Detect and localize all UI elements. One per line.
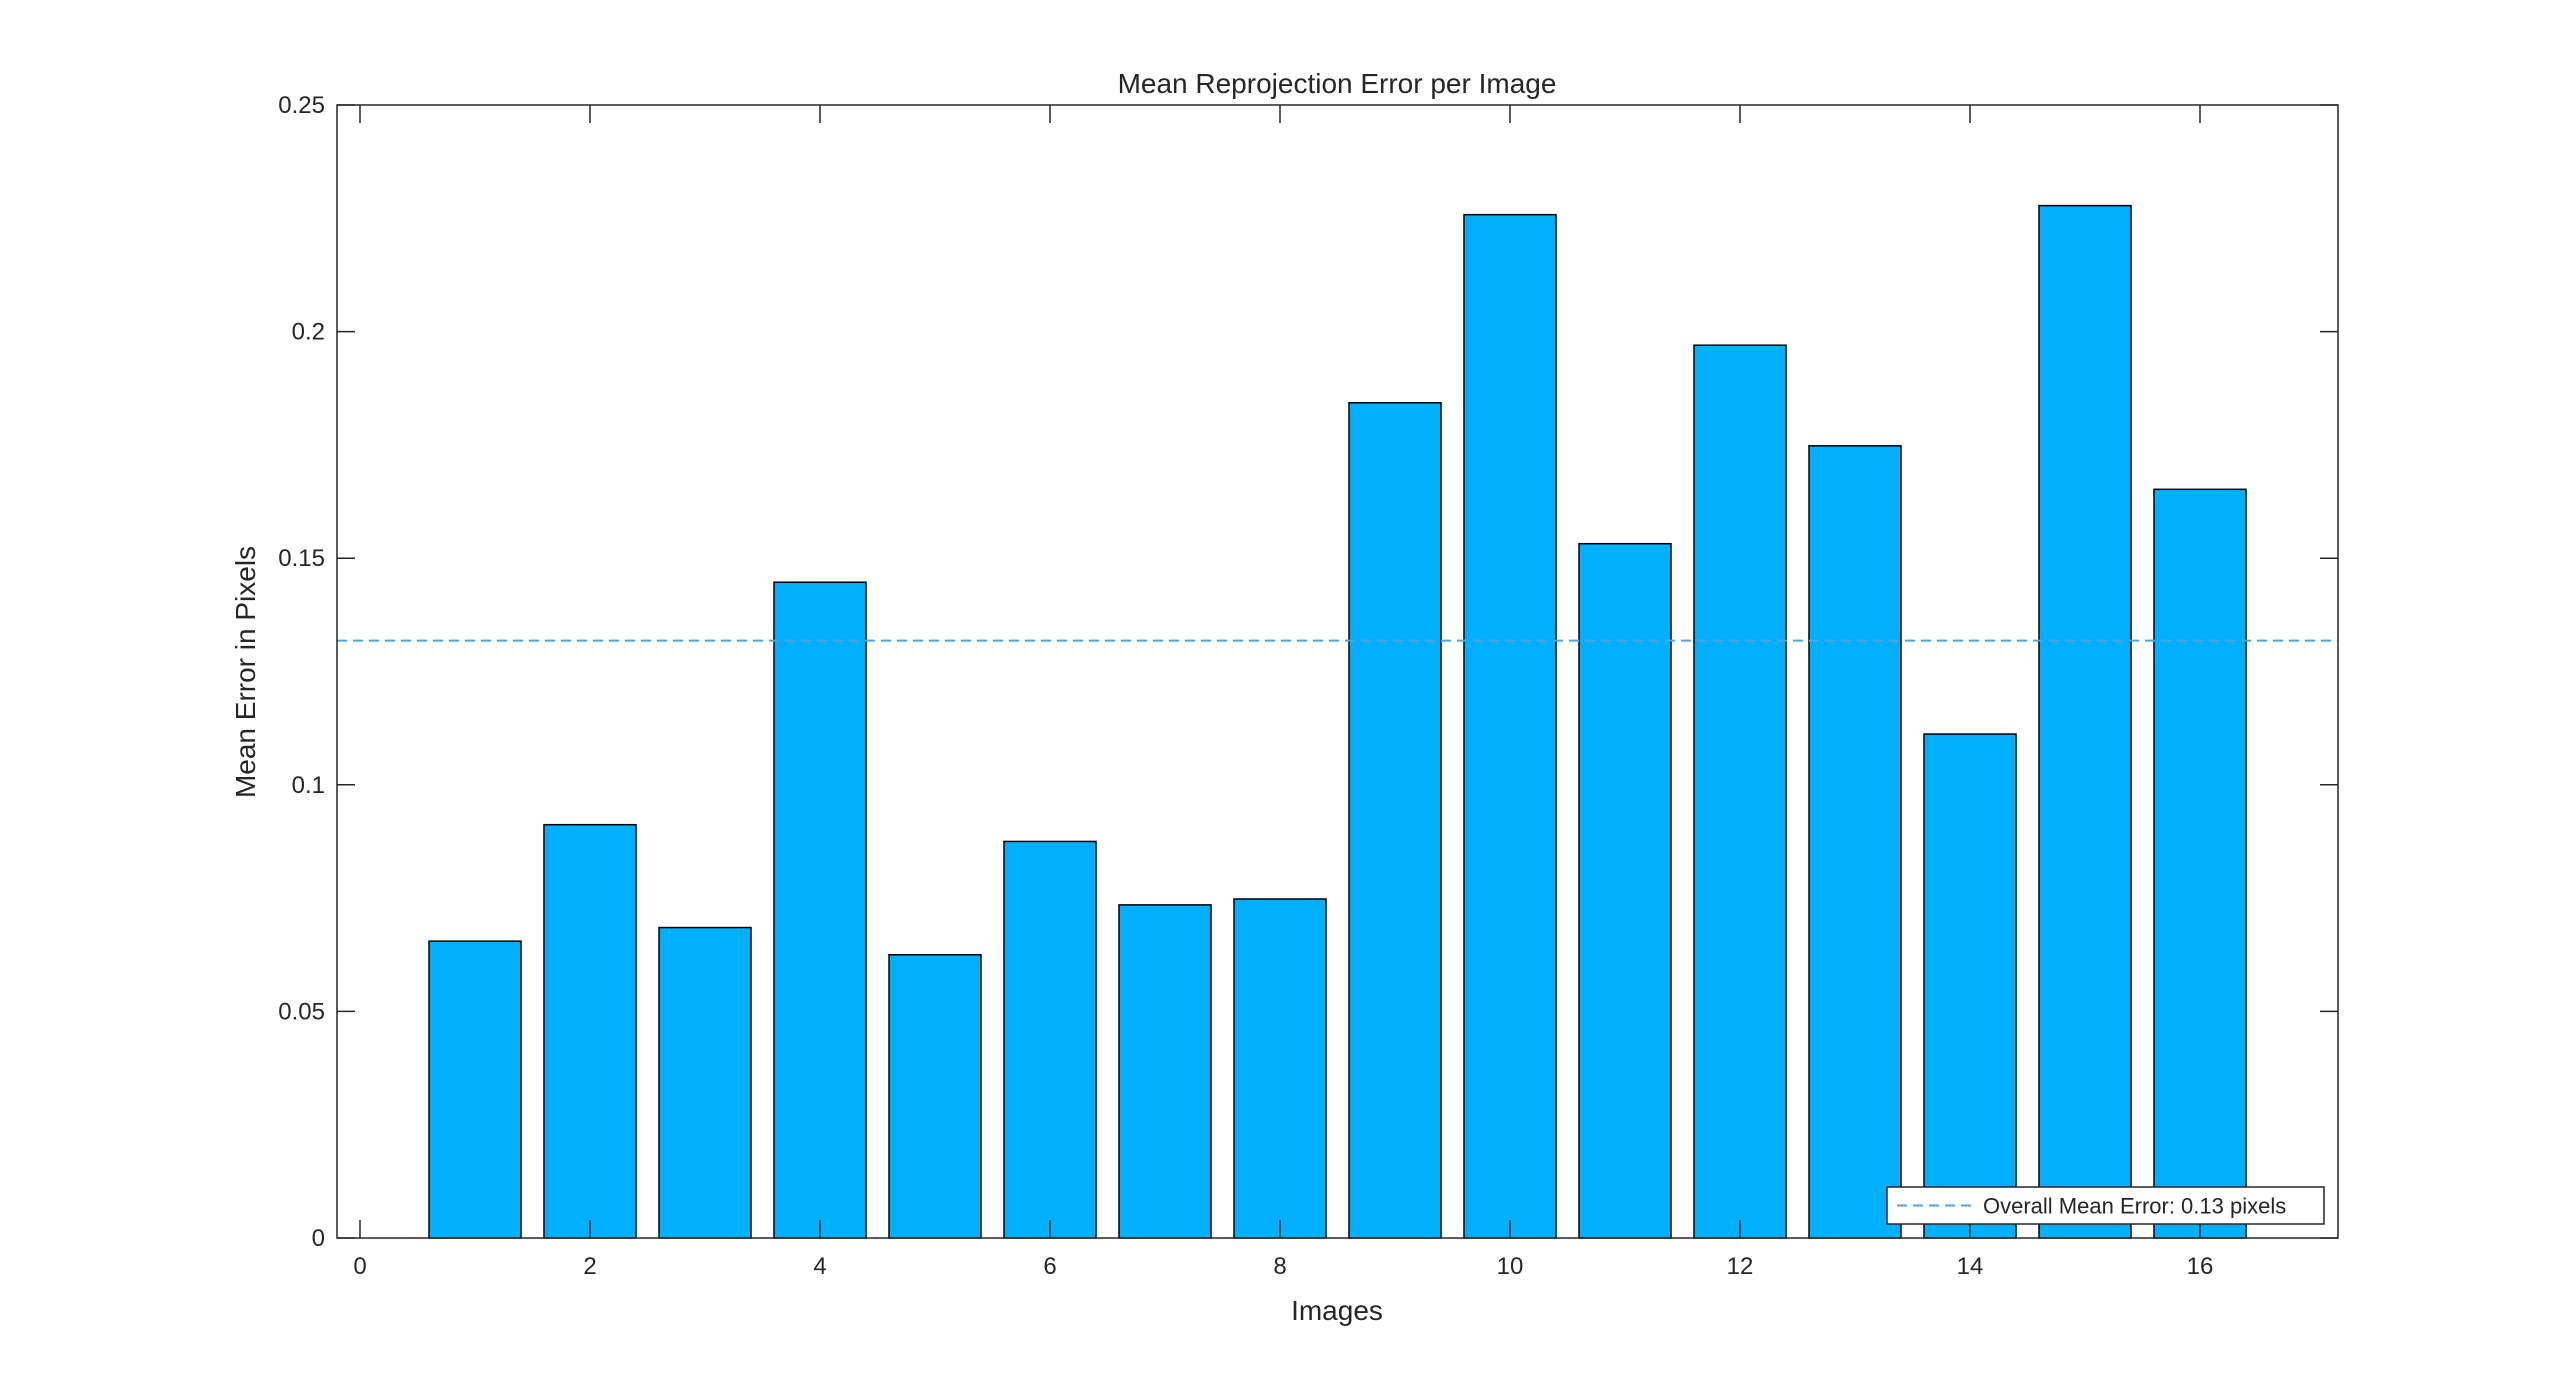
y-tick-label: 0.1 [292, 772, 325, 799]
bar-image-1 [428, 940, 522, 1239]
bar-image-3 [658, 926, 752, 1239]
bars-group [428, 204, 2247, 1239]
x-axis-label: Images [1291, 1295, 1383, 1326]
y-axis-label: Mean Error in Pixels [230, 546, 261, 798]
x-tick-label: 2 [583, 1253, 596, 1280]
plot-area-box [336, 104, 2339, 1239]
bar-image-9 [1348, 402, 1442, 1239]
bar-image-15 [2038, 204, 2132, 1239]
x-tick-label: 0 [353, 1253, 366, 1280]
legend-label: Overall Mean Error: 0.13 pixels [1983, 1194, 2286, 1219]
axes-group [336, 104, 2339, 1239]
chart-title: Mean Reprojection Error per Image [1118, 68, 1557, 99]
y-tick-label: 0.2 [292, 319, 325, 346]
bar-image-16 [2153, 488, 2247, 1239]
bar-image-8 [1233, 898, 1327, 1239]
x-tick-label: 12 [1727, 1253, 1754, 1280]
y-tick-label: 0.25 [278, 92, 325, 119]
x-tick-label: 16 [2187, 1253, 2214, 1280]
x-tick-label: 10 [1497, 1253, 1524, 1280]
bar-image-13 [1808, 445, 1902, 1239]
bar-image-4 [773, 581, 867, 1239]
legend-box [1886, 1186, 2325, 1225]
bar-image-14 [1923, 733, 2017, 1239]
x-tick-label: 6 [1043, 1253, 1056, 1280]
bar-image-12 [1693, 344, 1787, 1239]
bar-image-11 [1578, 542, 1672, 1239]
x-tick-label: 4 [813, 1253, 826, 1280]
legend[interactable]: Overall Mean Error: 0.13 pixels [1886, 1186, 2325, 1225]
y-tick-label: 0 [312, 1225, 325, 1252]
y-ticks-group: 0 0.05 0.1 0.15 0.2 0.25 [278, 92, 2338, 1252]
bar-image-6 [1003, 840, 1097, 1239]
y-tick-label: 0.15 [278, 545, 325, 572]
y-tick-label: 0.05 [278, 998, 325, 1025]
x-tick-label: 14 [1957, 1253, 1984, 1280]
bar-image-10 [1463, 213, 1557, 1239]
bar-image-7 [1118, 904, 1212, 1239]
bar-image-5 [888, 954, 982, 1239]
x-tick-label: 8 [1273, 1253, 1286, 1280]
x-ticks-group: 0 2 4 6 8 10 12 14 16 [353, 105, 2213, 1280]
bar-image-2 [543, 823, 637, 1239]
